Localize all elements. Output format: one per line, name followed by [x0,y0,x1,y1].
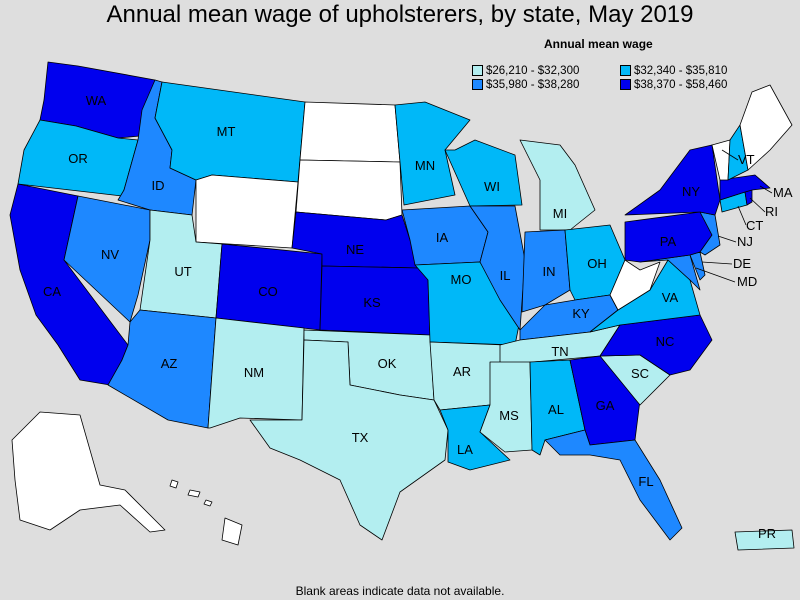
label-de: DE [733,256,751,271]
label-il: IL [500,268,511,283]
label-md: MD [737,274,757,289]
label-ia: IA [436,230,449,245]
label-ks: KS [363,295,381,310]
label-tx: TX [352,430,369,445]
label-mn: MN [415,158,435,173]
leader-ri [749,197,766,213]
label-pr: PR [758,526,776,541]
legend-swatch-tier-3 [472,79,483,91]
label-ma: MA [773,185,793,200]
leader-ma [759,185,773,194]
label-pa: PA [660,234,677,249]
legend-swatch-tier-1 [472,65,483,77]
label-nv: NV [101,247,119,262]
label-ri: RI [765,204,778,219]
legend-swatch-tier-2 [620,65,631,77]
leader-md [695,267,736,283]
label-wa: WA [86,93,107,108]
label-tn: TN [551,344,568,359]
label-sc: SC [631,366,649,381]
label-ut: UT [174,264,191,279]
label-al: AL [548,402,564,417]
state-ma [719,174,771,201]
leader-ct [737,205,747,226]
label-ms: MS [499,408,519,423]
label-ar: AR [453,364,471,379]
label-ny: NY [682,184,700,199]
label-in: IN [543,264,556,279]
label-or: OR [68,151,88,166]
label-nj: NJ [737,234,753,249]
state-nd [299,101,401,163]
label-ok: OK [378,356,397,371]
state-wy [195,174,299,249]
state-pr [734,529,795,551]
footnote: Blank areas indicate data not available. [295,584,505,598]
leader-nj [717,235,737,243]
label-ca: CA [43,284,61,299]
label-vt: VT [738,152,755,167]
map-title: Annual mean wage of upholsterers, by sta… [106,1,694,28]
state-wi [444,139,523,207]
label-va: VA [662,290,679,305]
label-ne: NE [346,242,364,257]
label-id: ID [152,178,165,193]
state-nm [207,317,305,429]
legend-item-tier-1: $26,210 - $32,300 [472,64,579,78]
label-ct: CT [746,218,763,233]
state-sd [295,159,403,221]
legend-swatch-tier-4 [620,79,631,91]
label-mi: MI [553,206,567,221]
leader-de [701,261,733,265]
state-mi [519,139,596,231]
leader-lines [695,149,773,283]
legend-label-tier-2: $32,340 - $35,810 [634,65,728,77]
label-ky: KY [572,306,590,321]
label-mo: MO [451,272,472,287]
label-fl: FL [638,474,653,489]
label-wi: WI [484,179,500,194]
legend-label-tier-4: $38,370 - $58,460 [634,79,728,91]
label-ga: GA [596,398,615,413]
state-ny [624,144,721,216]
legend-item-tier-4: $38,370 - $58,460 [620,78,727,92]
label-co: CO [258,284,278,299]
legend-item-tier-2: $32,340 - $35,810 [620,64,727,78]
label-mt: MT [217,124,236,139]
state-tx [249,339,449,541]
state-ak [11,411,166,533]
state-in [521,229,571,313]
label-nm: NM [244,365,264,380]
leader-vt [721,149,739,161]
label-la: LA [457,442,473,457]
state-hi [169,479,243,546]
state-labels: WA OR CA ID NV MT UT AZ CO NM NE KS OK T… [43,93,793,541]
state-fl [544,429,683,541]
legend-label-tier-3: $35,980 - $38,280 [486,79,580,91]
state-mn [394,101,471,206]
legend-item-tier-3: $35,980 - $38,280 [472,78,579,92]
label-az: AZ [161,356,178,371]
state-il [469,205,526,331]
label-nc: NC [656,334,675,349]
legend-title: Annual mean wage [544,37,653,51]
state-me [739,84,793,171]
legend-label-tier-1: $26,210 - $32,300 [486,65,580,77]
label-oh: OH [587,256,607,271]
